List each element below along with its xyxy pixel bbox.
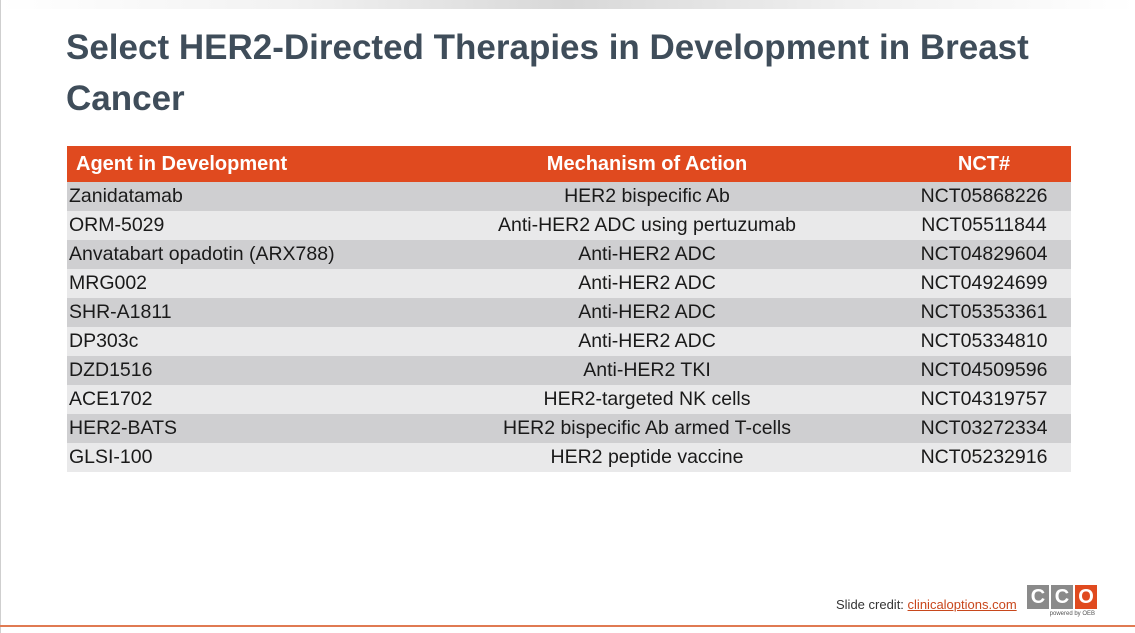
mechanism-cell: Anti-HER2 ADC bbox=[397, 269, 897, 298]
table-row: Anvatabart opadotin (ARX788) Anti-HER2 A… bbox=[67, 240, 1071, 269]
table-header-row: Agent in Development Mechanism of Action… bbox=[67, 146, 1071, 182]
table-row: ACE1702 HER2-targeted NK cells NCT043197… bbox=[67, 385, 1071, 414]
agent-cell: SHR-A1811 bbox=[67, 298, 397, 327]
header-agent: Agent in Development bbox=[67, 146, 397, 182]
table-row: MRG002 Anti-HER2 ADC NCT04924699 bbox=[67, 269, 1071, 298]
nct-cell: NCT05511844 bbox=[897, 211, 1071, 240]
table-row: GLSI-100 HER2 peptide vaccine NCT0523291… bbox=[67, 443, 1071, 472]
logo-letter-o: O bbox=[1075, 585, 1097, 609]
nct-cell: NCT04924699 bbox=[897, 269, 1071, 298]
mechanism-cell: HER2 bispecific Ab bbox=[397, 182, 897, 211]
mechanism-cell: Anti-HER2 ADC using pertuzumab bbox=[397, 211, 897, 240]
nct-cell: NCT05868226 bbox=[897, 182, 1071, 211]
mechanism-cell: HER2 bispecific Ab armed T-cells bbox=[397, 414, 897, 443]
agent-cell: DZD1516 bbox=[67, 356, 397, 385]
logo-letter-c1: C bbox=[1027, 585, 1049, 609]
mechanism-cell: Anti-HER2 ADC bbox=[397, 298, 897, 327]
top-gradient-bar bbox=[0, 0, 1135, 9]
agent-cell: Anvatabart opadotin (ARX788) bbox=[67, 240, 397, 269]
nct-cell: NCT04509596 bbox=[897, 356, 1071, 385]
logo-tagline: powered by OEB bbox=[1049, 611, 1095, 617]
mechanism-cell: Anti-HER2 ADC bbox=[397, 240, 897, 269]
cco-logo: C C O powered by OEB bbox=[1027, 585, 1097, 621]
slide-title: Select HER2-Directed Therapies in Develo… bbox=[66, 28, 1029, 118]
mechanism-cell: HER2-targeted NK cells bbox=[397, 385, 897, 414]
nct-cell: NCT05232916 bbox=[897, 443, 1071, 472]
logo-letter-c2: C bbox=[1051, 585, 1073, 609]
agent-cell: ORM-5029 bbox=[67, 211, 397, 240]
table-row: DP303c Anti-HER2 ADC NCT05334810 bbox=[67, 327, 1071, 356]
mechanism-cell: HER2 peptide vaccine bbox=[397, 443, 897, 472]
mechanism-cell: Anti-HER2 TKI bbox=[397, 356, 897, 385]
agent-cell: Zanidatamab bbox=[67, 182, 397, 211]
header-nct: NCT# bbox=[897, 146, 1071, 182]
nct-cell: NCT04829604 bbox=[897, 240, 1071, 269]
agent-cell: ACE1702 bbox=[67, 385, 397, 414]
nct-cell: NCT04319757 bbox=[897, 385, 1071, 414]
nct-cell: NCT05353361 bbox=[897, 298, 1071, 327]
mechanism-cell: Anti-HER2 ADC bbox=[397, 327, 897, 356]
agent-cell: HER2-BATS bbox=[67, 414, 397, 443]
therapies-table: Agent in Development Mechanism of Action… bbox=[67, 146, 1071, 472]
credit-link[interactable]: clinicaloptions.com bbox=[907, 597, 1017, 612]
agent-cell: MRG002 bbox=[67, 269, 397, 298]
agent-cell: GLSI-100 bbox=[67, 443, 397, 472]
left-border-line bbox=[0, 0, 1, 633]
table-row: DZD1516 Anti-HER2 TKI NCT04509596 bbox=[67, 356, 1071, 385]
slide-credit: Slide credit: clinicaloptions.com bbox=[836, 597, 1017, 612]
table-row: SHR-A1811 Anti-HER2 ADC NCT05353361 bbox=[67, 298, 1071, 327]
nct-cell: NCT03272334 bbox=[897, 414, 1071, 443]
credit-label: Slide credit: bbox=[836, 597, 904, 612]
table-row: ORM-5029 Anti-HER2 ADC using pertuzumab … bbox=[67, 211, 1071, 240]
header-mechanism: Mechanism of Action bbox=[397, 146, 897, 182]
agent-cell: DP303c bbox=[67, 327, 397, 356]
bottom-accent-line bbox=[0, 625, 1135, 627]
table-row: Zanidatamab HER2 bispecific Ab NCT058682… bbox=[67, 182, 1071, 211]
table-row: HER2-BATS HER2 bispecific Ab armed T-cel… bbox=[67, 414, 1071, 443]
nct-cell: NCT05334810 bbox=[897, 327, 1071, 356]
